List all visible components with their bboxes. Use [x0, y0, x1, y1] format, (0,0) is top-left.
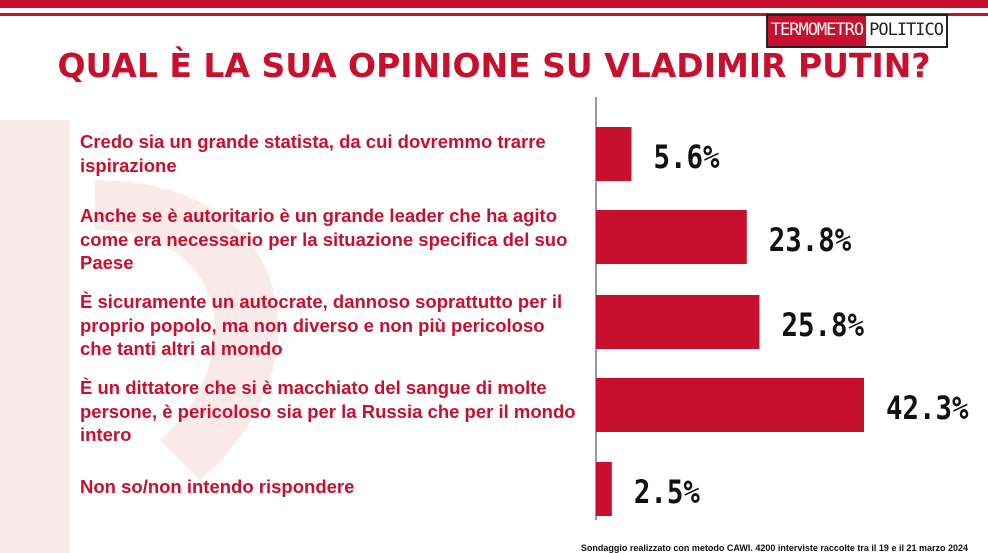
category-label: Credo sia un grande statista, da cui dov… — [80, 131, 546, 176]
category-label: Anche se è autoritario è un grande leade… — [80, 205, 568, 273]
bar — [596, 462, 612, 516]
bar — [596, 210, 747, 264]
category-label: Non so/non intendo rispondere — [80, 476, 355, 497]
bar-value-label: 42.3% — [886, 389, 969, 427]
bar — [596, 295, 760, 349]
top-accent-bar — [0, 0, 988, 8]
termometro-politico-logo: TERMOMETRO POLITICO — [765, 14, 948, 48]
bar — [596, 127, 632, 181]
background-watermark — [0, 120, 279, 553]
footnote: Sondaggio realizzato con metodo CAWI. 42… — [580, 543, 968, 553]
logo-part-2: POLITICO — [866, 16, 946, 46]
bar-value-label: 25.8% — [781, 306, 864, 344]
bar-value-label: 5.6% — [653, 138, 720, 176]
bar — [596, 378, 864, 432]
bar-value-label: 23.8% — [769, 221, 852, 259]
top-accent-line — [0, 13, 988, 16]
logo-part-1: TERMOMETRO — [767, 16, 867, 46]
category-label: È un dittatore che si è macchiato del sa… — [80, 377, 576, 445]
chart-title: QUAL È LA SUA OPINIONE SU VLADIMIR PUTIN… — [57, 46, 931, 85]
category-label: È sicuramente un autocrate, dannoso sopr… — [80, 291, 563, 359]
bar-value-label: 2.5% — [634, 473, 701, 511]
